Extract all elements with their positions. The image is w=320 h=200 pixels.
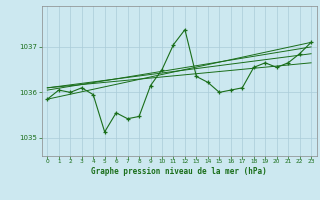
X-axis label: Graphe pression niveau de la mer (hPa): Graphe pression niveau de la mer (hPa) [91,167,267,176]
